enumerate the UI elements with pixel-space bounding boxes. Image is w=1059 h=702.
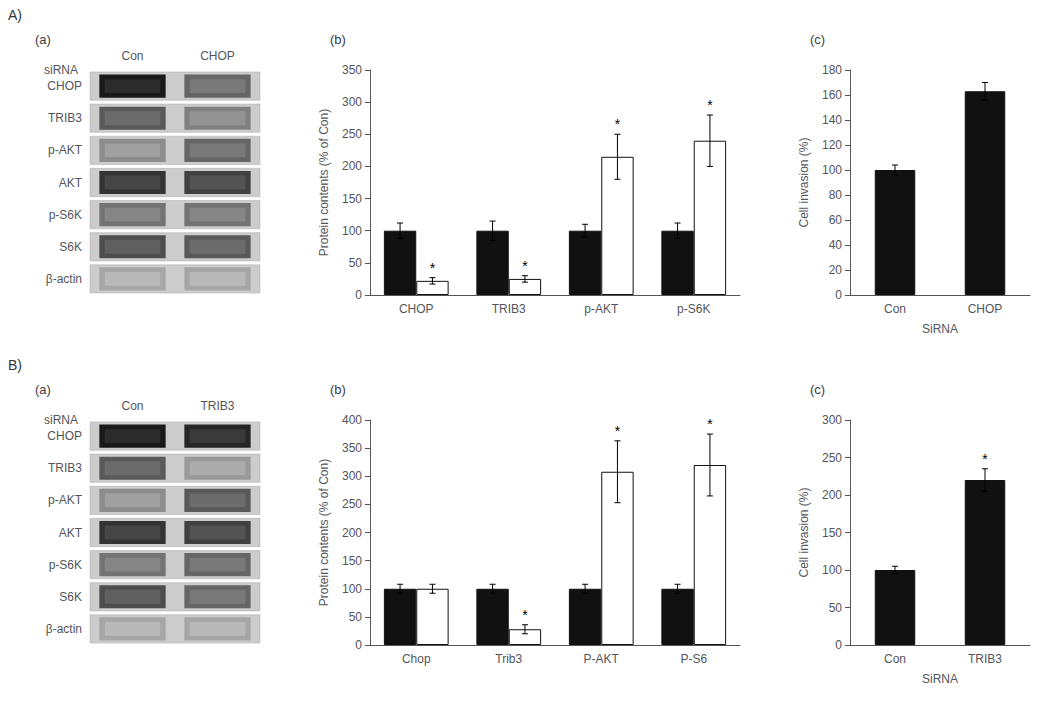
svg-text:50: 50 (829, 601, 843, 615)
svg-text:60: 60 (829, 213, 843, 227)
svg-text:*: * (707, 416, 713, 432)
svg-text:50: 50 (349, 610, 363, 624)
svg-text:400: 400 (342, 413, 362, 427)
svg-text:TRIB3: TRIB3 (492, 302, 526, 316)
svg-text:150: 150 (342, 192, 362, 206)
svg-text:*: * (982, 451, 988, 467)
svg-text:TRIB3: TRIB3 (200, 399, 234, 413)
svg-text:Protein contents (% of Con): Protein contents (% of Con) (317, 459, 331, 606)
svg-text:P-AKT: P-AKT (584, 652, 620, 666)
svg-text:*: * (615, 423, 621, 439)
svg-text:siRNA: siRNA (44, 413, 78, 427)
svg-text:Con: Con (121, 399, 143, 413)
svg-text:β-actin: β-actin (46, 272, 82, 286)
svg-text:S6K: S6K (59, 590, 82, 604)
svg-text:Protein contents (% of Con): Protein contents (% of Con) (317, 109, 331, 256)
svg-text:CHOP: CHOP (968, 302, 1003, 316)
svg-text:Chop: Chop (402, 652, 431, 666)
svg-text:p-AKT: p-AKT (584, 302, 619, 316)
svg-text:100: 100 (822, 163, 842, 177)
svg-text:200: 200 (822, 488, 842, 502)
svg-text:0: 0 (355, 288, 362, 302)
svg-text:*: * (522, 258, 528, 274)
svg-text:TRIB3: TRIB3 (968, 652, 1002, 666)
svg-text:Cell invasion (%): Cell invasion (%) (797, 487, 811, 577)
svg-text:(c): (c) (810, 32, 825, 47)
svg-text:100: 100 (822, 563, 842, 577)
svg-text:SiRNA: SiRNA (922, 672, 958, 686)
svg-text:160: 160 (822, 88, 842, 102)
svg-text:(c): (c) (810, 382, 825, 397)
svg-text:B): B) (8, 357, 22, 373)
svg-text:200: 200 (342, 159, 362, 173)
svg-text:(b): (b) (330, 32, 346, 47)
svg-text:140: 140 (822, 113, 842, 127)
svg-text:50: 50 (349, 256, 363, 270)
svg-text:20: 20 (829, 263, 843, 277)
svg-text:S6K: S6K (59, 240, 82, 254)
svg-text:CHOP: CHOP (47, 79, 82, 93)
svg-text:*: * (430, 260, 436, 276)
svg-text:p-AKT: p-AKT (48, 493, 83, 507)
svg-text:200: 200 (342, 526, 362, 540)
svg-text:β-actin: β-actin (46, 622, 82, 636)
svg-text:300: 300 (342, 469, 362, 483)
svg-text:100: 100 (342, 582, 362, 596)
svg-text:100: 100 (342, 224, 362, 238)
svg-text:CHOP: CHOP (200, 49, 235, 63)
svg-text:p-S6K: p-S6K (49, 208, 82, 222)
svg-text:siRNA: siRNA (44, 63, 78, 77)
svg-text:*: * (707, 97, 713, 113)
svg-text:*: * (615, 116, 621, 132)
svg-text:40: 40 (829, 238, 843, 252)
svg-text:CHOP: CHOP (399, 302, 434, 316)
svg-text:350: 350 (342, 441, 362, 455)
svg-text:AKT: AKT (59, 176, 83, 190)
svg-text:p-S6K: p-S6K (677, 302, 710, 316)
svg-text:(a): (a) (35, 382, 51, 397)
svg-text:150: 150 (342, 554, 362, 568)
svg-text:SiRNA: SiRNA (922, 322, 958, 336)
svg-text:CHOP: CHOP (47, 429, 82, 443)
svg-text:(b): (b) (330, 382, 346, 397)
svg-text:Con: Con (884, 652, 906, 666)
svg-text:(a): (a) (35, 32, 51, 47)
svg-text:180: 180 (822, 63, 842, 77)
svg-text:P-S6: P-S6 (680, 652, 707, 666)
svg-text:300: 300 (822, 413, 842, 427)
svg-text:TRIB3: TRIB3 (48, 111, 82, 125)
svg-text:p-S6K: p-S6K (49, 558, 82, 572)
svg-text:250: 250 (342, 497, 362, 511)
svg-text:0: 0 (835, 288, 842, 302)
svg-text:*: * (522, 607, 528, 623)
svg-text:TRIB3: TRIB3 (48, 461, 82, 475)
svg-text:p-AKT: p-AKT (48, 143, 83, 157)
svg-text:AKT: AKT (59, 526, 83, 540)
svg-text:300: 300 (342, 95, 362, 109)
svg-text:Cell invasion (%): Cell invasion (%) (797, 137, 811, 227)
svg-text:Con: Con (884, 302, 906, 316)
svg-text:120: 120 (822, 138, 842, 152)
svg-text:250: 250 (822, 451, 842, 465)
svg-text:Con: Con (121, 49, 143, 63)
svg-text:80: 80 (829, 188, 843, 202)
svg-text:A): A) (8, 7, 22, 23)
svg-text:Trib3: Trib3 (495, 652, 522, 666)
svg-text:350: 350 (342, 63, 362, 77)
svg-text:250: 250 (342, 127, 362, 141)
svg-text:0: 0 (835, 638, 842, 652)
svg-text:0: 0 (355, 638, 362, 652)
svg-text:150: 150 (822, 526, 842, 540)
